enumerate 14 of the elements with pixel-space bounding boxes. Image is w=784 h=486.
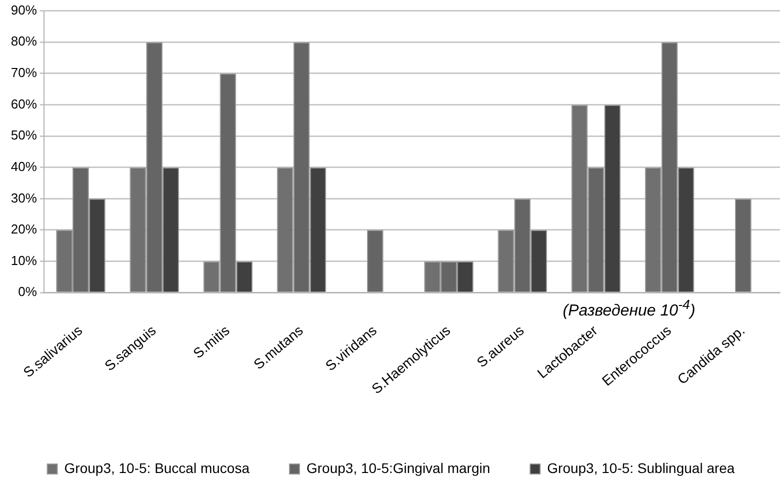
y-tick-label: 90% [10, 2, 38, 18]
y-tick-label: 80% [10, 34, 38, 49]
y-tick-label: 30% [10, 190, 38, 206]
legend-label: Group3, 10-5:Gingival margin [306, 460, 490, 476]
y-tick-label: 40% [10, 158, 38, 174]
y-tick-label: 70% [10, 65, 38, 80]
y-tick-label: 60% [10, 96, 38, 112]
y-tick-label: 50% [10, 128, 38, 143]
y-tick-label: 20% [10, 222, 38, 237]
text: (Разведение 10$^{-4}$) [562, 296, 696, 320]
legend-label: Group3, 10-5: Sublingual area [547, 460, 735, 476]
y-tick-label: 0% [18, 284, 38, 300]
y-tick-label: 10% [10, 252, 38, 268]
legend-label: Group3, 10-5: Buccal mucosa [64, 460, 250, 476]
